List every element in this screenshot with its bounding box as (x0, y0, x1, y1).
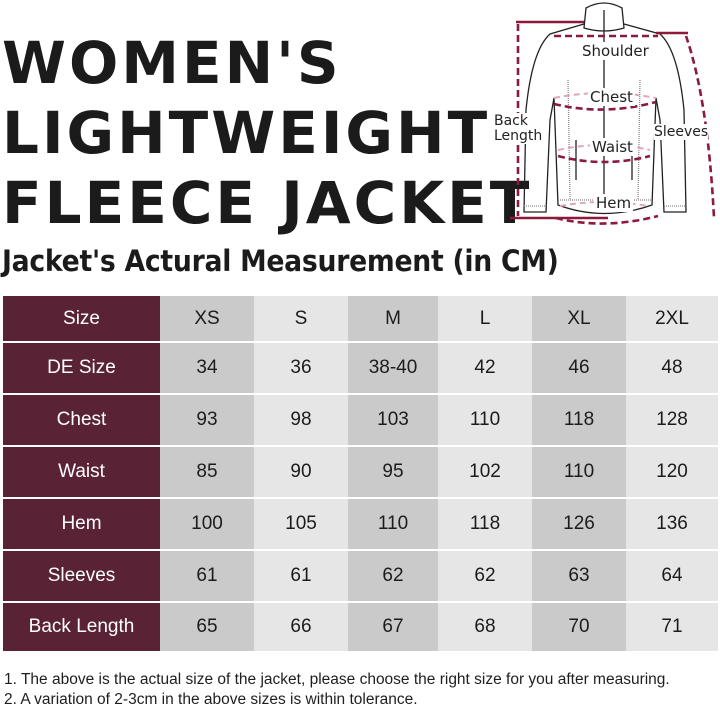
label-back-length-2: Length (494, 128, 543, 144)
cell: 62 (438, 550, 532, 603)
cell: 42 (438, 342, 532, 395)
table-header-row: Size XS S M L XL 2XL (3, 296, 718, 343)
size-xl: XL (532, 296, 626, 343)
cell: 64 (626, 550, 718, 603)
cell: 67 (348, 602, 438, 651)
cell: 66 (254, 602, 348, 651)
title-line-3: FLEECE JACKET (2, 169, 533, 237)
table-row-waist: Waist 85 90 95 102 110 120 (3, 446, 718, 499)
table-heading: Jacket's Actural Measurement (in CM) (2, 244, 559, 278)
cell: 65 (160, 602, 254, 651)
size-chart-table: Size XS S M L XL 2XL DE Size 34 36 38-40… (3, 296, 718, 651)
row-label: Sleeves (3, 550, 160, 603)
row-label: DE Size (3, 342, 160, 395)
cell: 70 (532, 602, 626, 651)
cell: 95 (348, 446, 438, 499)
cell: 46 (532, 342, 626, 395)
cell: 71 (626, 602, 718, 651)
cell: 110 (438, 394, 532, 447)
jacket-measurement-diagram: Shoulder Chest Back Length Sleeves Waist… (488, 0, 720, 232)
label-chest: Chest (588, 88, 635, 106)
cell: 61 (160, 550, 254, 603)
cell: 62 (348, 550, 438, 603)
product-title: WOMEN'S LIGHTWEIGHT FLEECE JACKET (2, 28, 532, 238)
cell: 90 (254, 446, 348, 499)
row-label: Waist (3, 446, 160, 499)
title-line-1: WOMEN'S (2, 29, 342, 97)
label-hem: Hem (594, 194, 634, 212)
label-shoulder: Shoulder (580, 42, 651, 60)
cell: 48 (626, 342, 718, 395)
size-xs: XS (160, 296, 254, 343)
cell: 103 (348, 394, 438, 447)
cell: 85 (160, 446, 254, 499)
size-m: M (348, 296, 438, 343)
label-sleeves: Sleeves (654, 124, 709, 140)
cell: 102 (438, 446, 532, 499)
cell: 105 (254, 498, 348, 551)
title-line-2: LIGHTWEIGHT (2, 99, 491, 167)
cell: 98 (254, 394, 348, 447)
cell: 110 (348, 498, 438, 551)
cell: 93 (160, 394, 254, 447)
cell: 68 (438, 602, 532, 651)
label-back-length-1: Back (494, 113, 528, 129)
cell: 100 (160, 498, 254, 551)
table-row-de-size: DE Size 34 36 38-40 42 46 48 (3, 342, 718, 395)
notes: 1. The above is the actual size of the j… (4, 670, 670, 709)
table-row-chest: Chest 93 98 103 110 118 128 (3, 394, 718, 447)
size-s: S (254, 296, 348, 343)
table-row-back-length: Back Length 65 66 67 68 70 71 (3, 602, 718, 651)
cell: 61 (254, 550, 348, 603)
header-label: Size (3, 296, 160, 343)
cell: 120 (626, 446, 718, 499)
size-2xl: 2XL (626, 296, 718, 343)
size-l: L (438, 296, 532, 343)
note-2: 2. A variation of 2-3cm in the above siz… (4, 691, 418, 708)
row-label: Back Length (3, 602, 160, 651)
note-1: 1. The above is the actual size of the j… (4, 671, 670, 688)
cell: 110 (532, 446, 626, 499)
table-row-sleeves: Sleeves 61 61 62 62 63 64 (3, 550, 718, 603)
cell: 118 (532, 394, 626, 447)
cell: 63 (532, 550, 626, 603)
cell: 36 (254, 342, 348, 395)
cell: 126 (532, 498, 626, 551)
cell: 38-40 (348, 342, 438, 395)
cell: 128 (626, 394, 718, 447)
table-row-hem: Hem 100 105 110 118 126 136 (3, 498, 718, 551)
cell: 136 (626, 498, 718, 551)
label-waist: Waist (590, 138, 635, 156)
cell: 34 (160, 342, 254, 395)
cell: 118 (438, 498, 532, 551)
row-label: Hem (3, 498, 160, 551)
row-label: Chest (3, 394, 160, 447)
